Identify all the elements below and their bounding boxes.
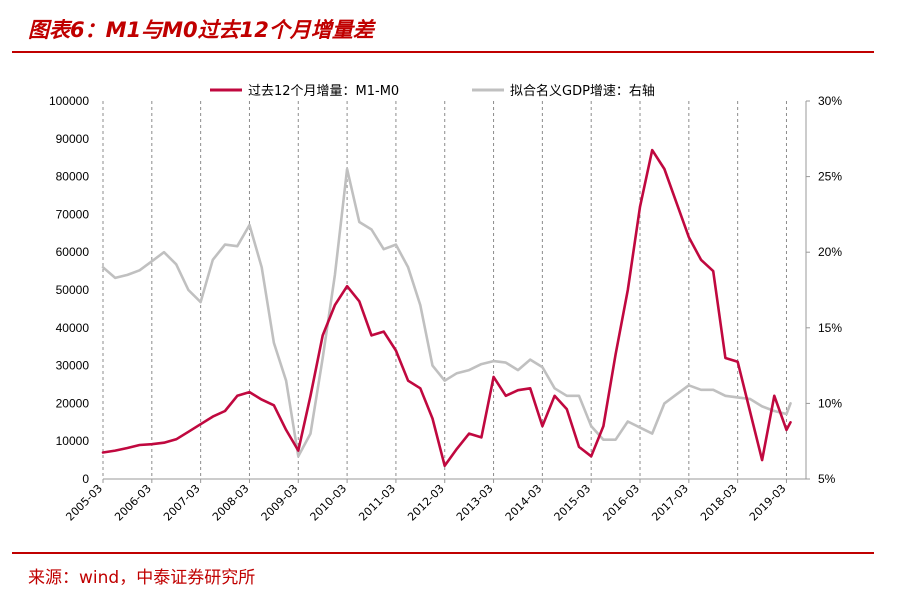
- y-left-tick-label: 50000: [56, 283, 90, 297]
- y-left-tick-label: 10000: [56, 434, 90, 448]
- x-tick-label: 2016-03: [600, 482, 642, 524]
- x-tick-label: 2014-03: [503, 482, 545, 524]
- y-left-tick-label: 70000: [56, 207, 90, 221]
- x-tick-label: 2009-03: [259, 482, 301, 524]
- x-tick-label: 2015-03: [552, 482, 594, 524]
- x-tick-label: 2018-03: [698, 482, 740, 524]
- x-tick-label: 2011-03: [356, 482, 398, 524]
- legend-item-gdp-label: 拟合名义GDP增速：右轴: [510, 83, 655, 99]
- x-tick-label: 2012-03: [405, 482, 447, 524]
- y-left-tick-label: 20000: [56, 396, 90, 410]
- x-tick-label: 2005-03: [63, 482, 105, 524]
- x-tick-label: 2013-03: [454, 482, 496, 524]
- x-tick-label: 2008-03: [210, 482, 252, 524]
- y-right-tick-label: 5%: [818, 472, 836, 486]
- y-right-tick-label: 15%: [818, 321, 842, 335]
- legend: 过去12个月增量：M1-M0 拟合名义GDP增速：右轴: [210, 83, 655, 99]
- y-right-tick-label: 30%: [818, 94, 842, 108]
- legend-item-m1-m0-label: 过去12个月增量：M1-M0: [248, 84, 399, 99]
- y-right-tick-label: 20%: [818, 245, 842, 259]
- y-left-tick-label: 0: [82, 472, 89, 486]
- y-left-tick-label: 30000: [56, 359, 90, 373]
- x-tick-label: 2019-03: [747, 482, 789, 524]
- chart-title: 图表6：M1与M0过去12个月增量差: [28, 18, 374, 42]
- source-divider: [12, 552, 874, 554]
- y-left-tick-label: 80000: [56, 170, 90, 184]
- y-left-tick-label: 90000: [56, 132, 90, 146]
- x-tick-label: 2006-03: [112, 482, 154, 524]
- y-left-tick-label: 40000: [56, 321, 90, 335]
- source-note: 来源：wind，中泰证券研究所: [28, 568, 256, 588]
- x-tick-label: 2017-03: [649, 482, 691, 524]
- x-tick-label: 2010-03: [308, 482, 350, 524]
- y-left-tick-label: 60000: [56, 245, 90, 259]
- axes-layer: 2005-03 2006-03 2007-03 2008-03 2009-03 2010-…: [49, 94, 842, 524]
- y-right-tick-label: 10%: [818, 396, 842, 410]
- y-left-tick-label: 100000: [49, 94, 89, 108]
- series-layer: [101, 148, 792, 468]
- grid-layer: [102, 101, 787, 479]
- title-divider: [12, 51, 874, 53]
- x-tick-label: 2007-03: [161, 482, 203, 524]
- series-line-gdp: [101, 167, 792, 458]
- y-right-tick-label: 25%: [818, 170, 842, 184]
- series-line-m1-m0: [101, 148, 792, 468]
